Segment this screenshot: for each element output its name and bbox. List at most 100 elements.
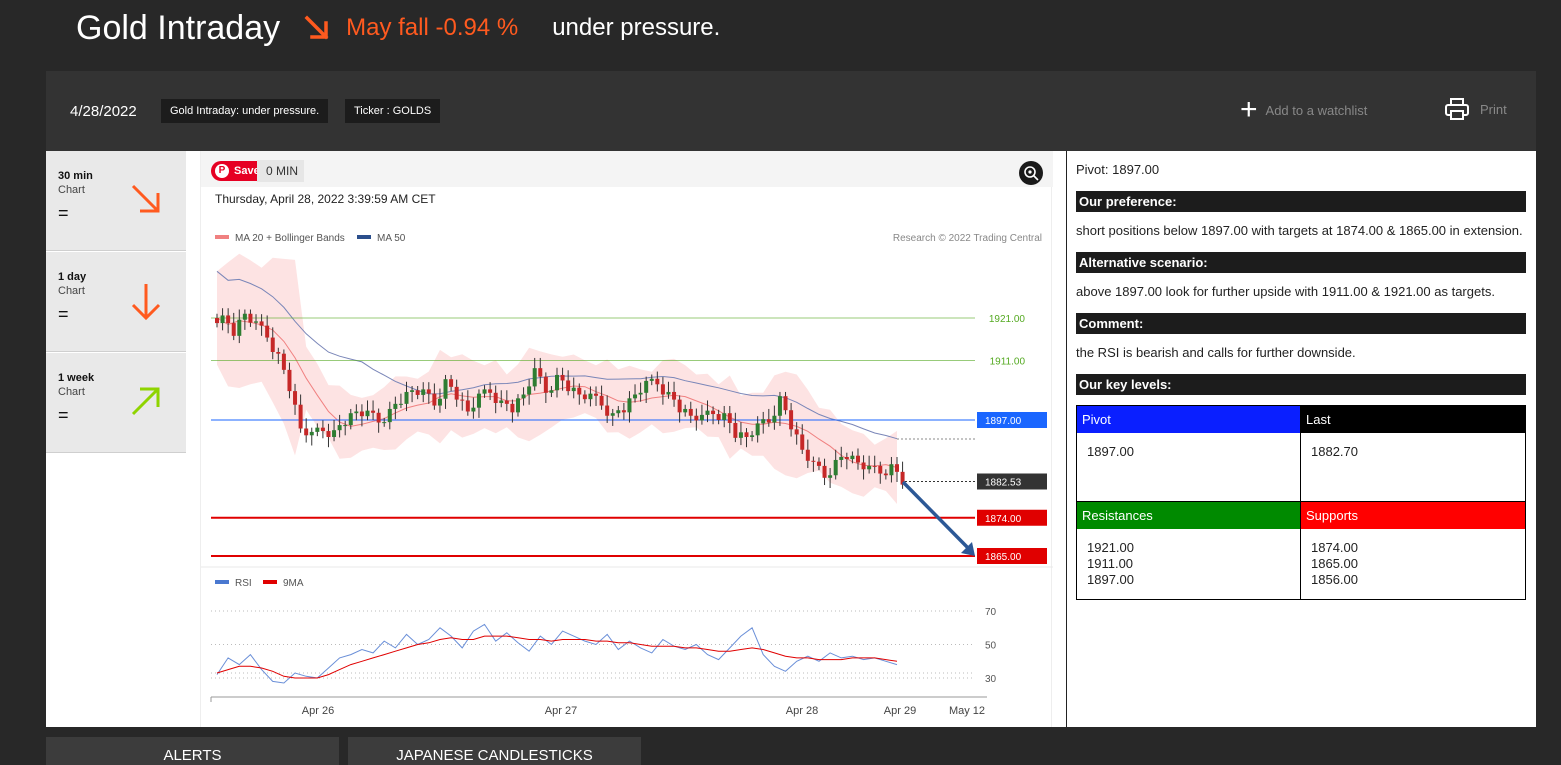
printer-icon bbox=[1445, 98, 1469, 120]
chart-timestamp: Thursday, April 28, 2022 3:39:59 AM CET bbox=[215, 192, 436, 206]
candle-body bbox=[844, 456, 849, 460]
candle-body bbox=[621, 410, 626, 413]
candle-body bbox=[800, 434, 805, 450]
candle-body bbox=[432, 393, 437, 406]
candle-body bbox=[359, 411, 364, 417]
pivot-header: Pivot bbox=[1077, 406, 1301, 433]
candle-body bbox=[326, 431, 331, 437]
x-tick-label: Apr 29 bbox=[884, 705, 916, 717]
candle-body bbox=[527, 386, 532, 395]
x-tick-label: May 12 bbox=[949, 705, 985, 717]
candle-body bbox=[861, 462, 866, 470]
candle-body bbox=[493, 392, 498, 403]
page-subtitle: under pressure. bbox=[552, 14, 721, 41]
sidebar-item-1day[interactable]: 1 day Chart = bbox=[46, 252, 186, 352]
candle-body bbox=[348, 413, 353, 426]
candle-body bbox=[443, 379, 448, 399]
candle-body bbox=[599, 395, 604, 406]
tab-alerts[interactable]: ALERTS bbox=[46, 737, 339, 765]
candle-body bbox=[404, 391, 409, 404]
candle-body bbox=[426, 389, 431, 394]
candle-body bbox=[215, 318, 219, 324]
candle-body bbox=[805, 449, 810, 461]
candle-body bbox=[828, 475, 833, 478]
candle-body bbox=[449, 379, 454, 387]
candle-body bbox=[666, 391, 671, 395]
chart-label: Chart bbox=[58, 285, 85, 297]
add-to-watchlist-button[interactable]: + Add to a watchlist bbox=[1240, 95, 1367, 125]
candle-body bbox=[242, 313, 247, 320]
sidebar-item-1week[interactable]: 1 week Chart = bbox=[46, 353, 186, 453]
candle-body bbox=[476, 393, 481, 408]
candle-body bbox=[705, 410, 710, 415]
supports-list: 1874.00 1865.00 1856.00 bbox=[1301, 529, 1525, 599]
page-header: Gold Intraday May fall -0.94 % under pre… bbox=[76, 4, 720, 52]
status-label: = bbox=[58, 405, 69, 425]
tab-japanese-candlesticks[interactable]: JAPANESE CANDLESTICKS bbox=[348, 737, 641, 765]
candlesticks bbox=[215, 308, 905, 489]
resistance-value: 1921.00 bbox=[1087, 540, 1134, 555]
candle-body bbox=[510, 403, 515, 413]
candle-body bbox=[588, 393, 593, 400]
candle-body bbox=[895, 464, 899, 472]
timeframe-label: 30 min bbox=[58, 170, 93, 182]
print-button[interactable]: Print bbox=[1444, 97, 1507, 121]
trend-text: May fall -0.94 % bbox=[346, 14, 519, 41]
candle-body bbox=[538, 368, 543, 377]
level-tag bbox=[977, 548, 1047, 564]
arrow-down-right-icon bbox=[304, 15, 329, 40]
candle-body bbox=[332, 430, 337, 437]
candle-body bbox=[382, 422, 387, 424]
timeframe-label: 1 day bbox=[58, 271, 87, 283]
ticker-tag: Ticker : GOLDS bbox=[345, 99, 441, 123]
timeframe-sidebar: 30 min Chart = 1 day Chart = 1 week Char… bbox=[46, 151, 186, 453]
candle-body bbox=[471, 407, 476, 412]
candle-body bbox=[772, 415, 777, 423]
level-tag bbox=[977, 412, 1047, 428]
candle-body bbox=[655, 378, 660, 385]
candle-body bbox=[738, 432, 743, 438]
rsi-tick: 70 bbox=[985, 607, 997, 618]
candle-body bbox=[672, 391, 677, 400]
candle-body bbox=[549, 390, 554, 393]
candle-body bbox=[889, 464, 894, 476]
candle-body bbox=[822, 465, 827, 478]
pinterest-icon: P bbox=[215, 164, 229, 178]
candle-body bbox=[515, 398, 520, 413]
candle-body bbox=[699, 414, 704, 421]
resistance-value: 1911.00 bbox=[1087, 556, 1134, 571]
candle-body bbox=[309, 431, 314, 436]
candle-body bbox=[304, 428, 309, 436]
candle-body bbox=[270, 337, 275, 352]
pinterest-save-button[interactable]: P Save bbox=[211, 161, 268, 181]
x-tick-label: Apr 26 bbox=[302, 705, 334, 717]
price-levels: 1921.00 1911.00 1897.00 1882.53 1874.00 1865.… bbox=[211, 314, 1047, 564]
zoom-button[interactable] bbox=[1019, 161, 1043, 185]
candle-body bbox=[237, 319, 242, 336]
candle-body bbox=[867, 465, 872, 470]
candle-body bbox=[577, 387, 582, 395]
candle-body bbox=[722, 413, 727, 420]
panel-toolbar: 4/28/2022 Gold Intraday: under pressure.… bbox=[46, 71, 1536, 151]
status-label: = bbox=[58, 203, 69, 223]
candle-body bbox=[371, 410, 376, 413]
resistances-header: Resistances bbox=[1077, 502, 1301, 529]
candle-body bbox=[855, 455, 860, 463]
supports-header: Supports bbox=[1301, 502, 1525, 529]
candle-body bbox=[387, 408, 392, 423]
candle-body bbox=[582, 394, 587, 400]
candle-body bbox=[878, 465, 883, 474]
level-label: 1865.00 bbox=[985, 552, 1022, 563]
analysis-date: 4/28/2022 bbox=[70, 103, 137, 120]
level-label: 1911.00 bbox=[990, 357, 1026, 368]
candle-body bbox=[750, 435, 755, 437]
candle-body bbox=[660, 384, 665, 395]
sidebar-item-30min[interactable]: 30 min Chart = bbox=[46, 151, 186, 251]
candle-body bbox=[276, 352, 281, 354]
timeframe-button[interactable]: 0 MIN bbox=[257, 160, 305, 182]
projection-arrow bbox=[901, 480, 973, 553]
candle-body bbox=[555, 374, 559, 391]
candle-body bbox=[761, 419, 766, 424]
candle-body bbox=[839, 456, 844, 460]
level-label: 1882.53 bbox=[985, 477, 1022, 488]
